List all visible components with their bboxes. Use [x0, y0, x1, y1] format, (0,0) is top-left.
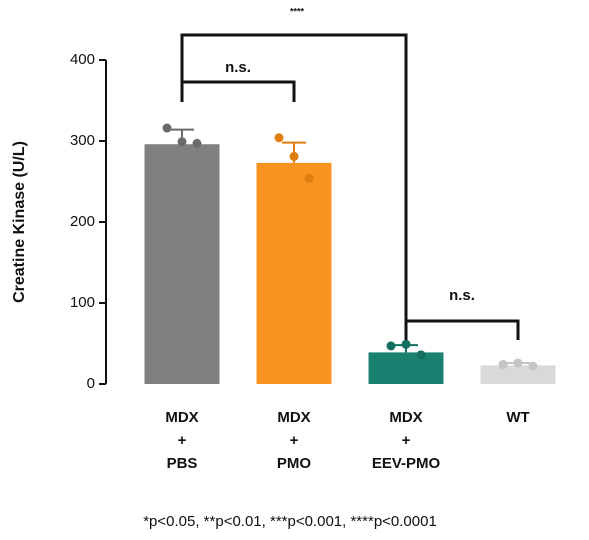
- bar: [256, 162, 332, 384]
- data-point: [528, 361, 538, 371]
- data-point: [177, 137, 187, 147]
- bar: [368, 352, 444, 384]
- y-tick-label: 300: [70, 132, 95, 149]
- x-tick-label: PBS: [167, 455, 198, 472]
- x-tick-label: MDX: [389, 409, 422, 426]
- bar: [480, 365, 556, 384]
- x-tick-label: +: [290, 432, 299, 449]
- significance-bracket: [180, 33, 408, 340]
- data-point: [386, 341, 396, 351]
- significance-label: n.s.: [449, 287, 475, 304]
- y-tick-label: 400: [70, 51, 95, 68]
- data-point: [416, 350, 426, 360]
- significance-bracket: [404, 319, 520, 340]
- footnote: *p<0.05, **p<0.01, ***p<0.001, ****p<0.0…: [143, 513, 437, 530]
- data-point: [401, 339, 411, 349]
- x-tick-label: WT: [506, 409, 529, 426]
- y-tick-label: 200: [70, 213, 95, 230]
- significance-label: ****: [290, 6, 305, 16]
- significance-bracket: [180, 80, 296, 102]
- x-tick-label: +: [178, 432, 187, 449]
- y-tick-label: 0: [87, 375, 95, 392]
- x-tick-label: MDX: [165, 409, 198, 426]
- x-tick-label: PMO: [277, 455, 312, 472]
- data-point: [289, 151, 299, 161]
- x-tick-label: EEV-PMO: [372, 455, 441, 472]
- data-point: [274, 133, 284, 143]
- y-tick-label: 100: [70, 294, 95, 311]
- data-point: [192, 138, 202, 148]
- x-tick-label: +: [402, 432, 411, 449]
- data-point: [162, 123, 172, 133]
- data-point: [304, 173, 314, 183]
- significance-label: n.s.: [225, 59, 251, 76]
- data-point: [498, 360, 508, 370]
- data-point: [513, 358, 523, 368]
- x-tick-label: MDX: [277, 409, 310, 426]
- y-axis-label: Creatine Kinase (U/L): [11, 141, 28, 303]
- bar: [144, 144, 220, 384]
